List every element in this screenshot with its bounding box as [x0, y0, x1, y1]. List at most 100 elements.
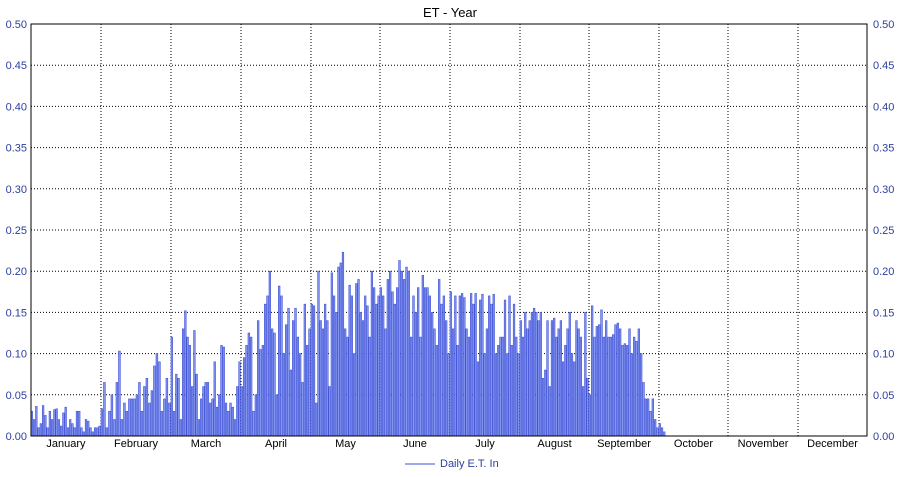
daily-et-bar: [98, 425, 101, 437]
daily-et-bar: [550, 320, 554, 437]
daily-et-bar: [168, 402, 171, 437]
daily-et-series: [30, 251, 666, 437]
daily-et-bar: [103, 382, 106, 437]
daily-et-bar: [497, 345, 500, 437]
daily-et-bar: [649, 410, 652, 437]
x-tick-label: February: [114, 438, 159, 450]
x-tick-label: October: [674, 438, 713, 450]
daily-et-bar: [93, 427, 97, 437]
daily-et-bar: [526, 328, 529, 437]
daily-et-bar: [233, 419, 237, 437]
legend-label: Daily E.T. In: [440, 458, 499, 470]
daily-et-bar: [218, 394, 221, 437]
daily-et-bar: [224, 402, 228, 437]
daily-et-bar: [273, 332, 276, 437]
daily-et-bar: [172, 410, 176, 437]
daily-et-bar: [73, 427, 76, 437]
daily-et-bar: [460, 293, 464, 437]
daily-et-bar: [591, 305, 594, 437]
daily-et-bar: [530, 312, 534, 437]
daily-et-bar: [410, 336, 413, 437]
daily-et-bar: [319, 320, 322, 437]
daily-et-bar: [561, 361, 565, 437]
daily-et-bar: [69, 419, 72, 437]
daily-et-bar: [123, 402, 126, 437]
daily-et-bar: [539, 312, 542, 437]
daily-et-bar: [282, 353, 285, 437]
chart-title: ET - Year: [423, 5, 478, 20]
daily-et-bar: [135, 394, 139, 437]
daily-et-bar: [488, 295, 491, 437]
daily-et-bar: [398, 260, 401, 437]
daily-et-bar: [602, 336, 605, 437]
daily-et-bar: [245, 345, 248, 437]
daily-et-bar: [628, 328, 631, 437]
daily-et-bar: [278, 285, 281, 437]
daily-et-bar: [440, 303, 443, 437]
daily-et-bar: [287, 307, 290, 437]
y-tick-label-left: 0.00: [6, 431, 27, 443]
daily-et-bar: [240, 386, 243, 437]
daily-et-bar: [472, 303, 475, 437]
daily-et-bar: [635, 340, 638, 437]
x-tick-label: July: [475, 438, 495, 450]
daily-et-bar: [470, 293, 473, 437]
daily-et-bar: [57, 419, 61, 437]
daily-et-bar: [492, 293, 495, 437]
daily-et-bar: [405, 266, 408, 437]
daily-et-bar: [447, 353, 450, 437]
daily-et-bar: [575, 320, 578, 437]
daily-et-bar: [433, 328, 436, 437]
daily-et-bar: [456, 345, 459, 437]
daily-et-bar: [407, 270, 410, 437]
daily-et-bar: [614, 324, 617, 437]
daily-et-bar: [317, 270, 320, 437]
daily-et-bar: [377, 295, 380, 437]
daily-et-bar: [658, 423, 661, 437]
daily-et-bar: [202, 386, 205, 437]
daily-et-bar: [479, 299, 482, 437]
daily-et-bar: [524, 312, 527, 437]
daily-et-bar: [361, 320, 365, 437]
daily-et-bar: [651, 398, 654, 437]
daily-et-bar: [160, 410, 164, 437]
daily-et-bar: [294, 307, 297, 437]
daily-et-bar: [619, 328, 622, 437]
daily-et-bar: [368, 336, 371, 437]
daily-et-bar: [553, 317, 556, 437]
daily-et-bar: [195, 373, 198, 437]
daily-et-bar: [521, 336, 525, 437]
daily-et-bar: [485, 328, 489, 437]
daily-et-bar: [326, 320, 329, 437]
y-tick-label-right: 0.50: [873, 19, 894, 31]
y-tick-label-right: 0.40: [873, 101, 894, 113]
daily-et-bar: [211, 398, 214, 437]
daily-et-bar: [115, 382, 119, 437]
daily-et-bar: [403, 279, 406, 437]
daily-et-bar: [133, 398, 136, 437]
legend: Daily E.T. In: [405, 458, 499, 470]
daily-et-bar: [64, 406, 67, 437]
daily-et-bar: [579, 336, 582, 437]
daily-et-bar: [431, 312, 434, 437]
daily-et-bar: [375, 303, 378, 437]
daily-et-bar: [644, 398, 647, 437]
daily-et-bar: [519, 320, 522, 437]
daily-et-bar: [268, 270, 271, 437]
daily-et-bar: [588, 394, 591, 437]
daily-et-bar: [188, 345, 191, 437]
daily-et-bar: [252, 410, 255, 437]
daily-et-bar: [143, 386, 146, 437]
y-tick-label-left: 0.25: [6, 225, 27, 237]
daily-et-bar: [386, 279, 389, 437]
daily-et-bar: [609, 336, 612, 437]
daily-et-bar: [647, 398, 650, 437]
daily-et-bar: [481, 293, 484, 437]
daily-et-bar: [517, 353, 520, 437]
daily-et-bar: [206, 382, 210, 437]
daily-et-bar: [46, 427, 49, 437]
daily-et-bar: [82, 431, 85, 437]
daily-et-bar: [236, 386, 239, 437]
